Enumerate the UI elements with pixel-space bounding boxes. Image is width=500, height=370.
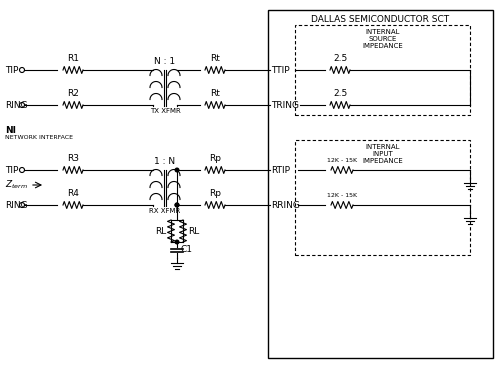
Circle shape bbox=[175, 240, 179, 244]
Text: TTIP: TTIP bbox=[271, 65, 289, 74]
Text: RL: RL bbox=[188, 226, 200, 235]
Circle shape bbox=[20, 102, 24, 108]
Circle shape bbox=[20, 168, 24, 172]
Text: C1: C1 bbox=[180, 246, 192, 255]
Text: RING: RING bbox=[5, 101, 28, 110]
Text: INTERNAL
SOURCE
IMPEDANCE: INTERNAL SOURCE IMPEDANCE bbox=[362, 29, 403, 49]
Text: Rp: Rp bbox=[209, 154, 221, 163]
Text: Rp: Rp bbox=[209, 189, 221, 198]
Text: R1: R1 bbox=[67, 54, 79, 63]
Circle shape bbox=[175, 168, 179, 172]
Text: RX XFMR: RX XFMR bbox=[150, 208, 180, 213]
Text: Rt: Rt bbox=[210, 89, 220, 98]
Text: R4: R4 bbox=[67, 189, 79, 198]
Text: RTIP: RTIP bbox=[271, 165, 290, 175]
Text: R3: R3 bbox=[67, 154, 79, 163]
Text: TX XFMR: TX XFMR bbox=[150, 108, 180, 114]
Text: NETWORK INTERFACE: NETWORK INTERFACE bbox=[5, 135, 73, 139]
Bar bbox=[295, 140, 470, 255]
Circle shape bbox=[175, 203, 179, 207]
Text: Rt: Rt bbox=[210, 54, 220, 63]
Bar bbox=[268, 10, 493, 358]
Text: RRING: RRING bbox=[271, 201, 300, 209]
Text: 2.5: 2.5 bbox=[333, 89, 347, 98]
Text: INTERNAL
INPUT
IMPEDANCE: INTERNAL INPUT IMPEDANCE bbox=[362, 144, 403, 164]
Text: TRING: TRING bbox=[271, 101, 299, 110]
Text: DALLAS SEMICONDUCTOR SCT: DALLAS SEMICONDUCTOR SCT bbox=[312, 15, 450, 24]
Text: $Z_{term}$: $Z_{term}$ bbox=[5, 179, 28, 191]
Circle shape bbox=[175, 203, 179, 207]
Text: 12K - 15K: 12K - 15K bbox=[327, 193, 357, 198]
Text: RING: RING bbox=[5, 201, 28, 209]
Text: RL: RL bbox=[155, 226, 166, 235]
Text: 1 : N: 1 : N bbox=[154, 157, 176, 165]
Text: R2: R2 bbox=[67, 89, 79, 98]
Bar bbox=[295, 25, 470, 115]
Text: N : 1: N : 1 bbox=[154, 57, 176, 65]
Circle shape bbox=[20, 67, 24, 73]
Text: NI: NI bbox=[5, 125, 16, 135]
Text: TIP: TIP bbox=[5, 65, 18, 74]
Circle shape bbox=[20, 202, 24, 208]
Text: TIP: TIP bbox=[5, 165, 18, 175]
Text: 12K - 15K: 12K - 15K bbox=[327, 158, 357, 163]
Text: 2.5: 2.5 bbox=[333, 54, 347, 63]
